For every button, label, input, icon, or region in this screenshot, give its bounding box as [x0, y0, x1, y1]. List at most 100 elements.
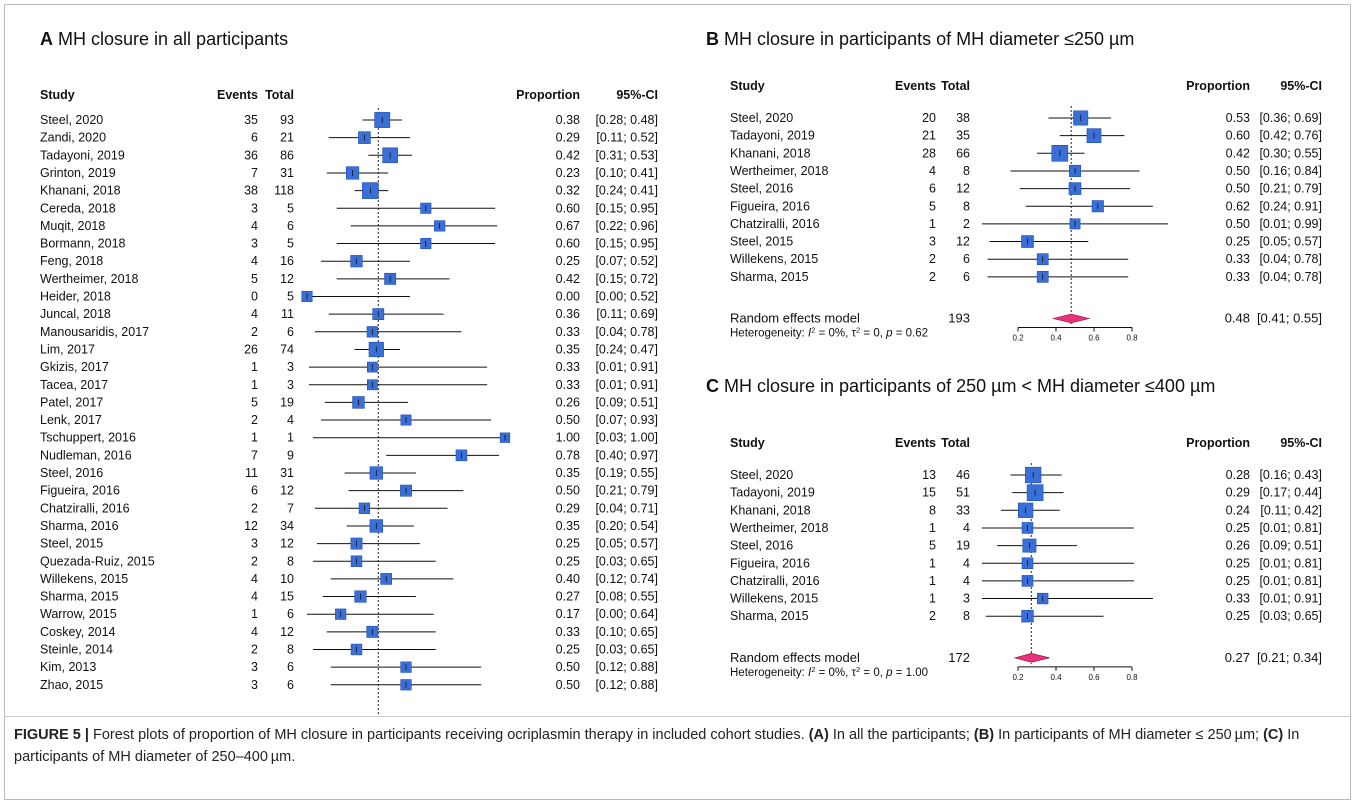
- ci-value: [0.15; 0.95]: [595, 237, 658, 251]
- total-value: 6: [287, 660, 294, 674]
- total-value: 21: [280, 131, 294, 145]
- total-value: 74: [280, 342, 294, 356]
- study-label: Bormann, 2018: [40, 237, 126, 251]
- ci-value: [0.24; 0.41]: [595, 184, 658, 198]
- proportion-value: 0.29: [556, 131, 580, 145]
- proportion-value: 0.26: [556, 395, 580, 409]
- het-tau-value: = 0,: [860, 328, 886, 340]
- study-label: Warrow, 2015: [40, 607, 117, 621]
- total-value: 6: [963, 270, 970, 284]
- ci-value: [0.21; 0.79]: [595, 484, 658, 498]
- ci-value: [0.01; 0.81]: [1259, 521, 1322, 535]
- events-value: 20: [922, 111, 936, 125]
- study-label: Wertheimer, 2018: [40, 272, 138, 286]
- total-value: 16: [280, 254, 294, 268]
- het-prefix: Heterogeneity:: [730, 667, 808, 679]
- proportion-value: 0.17: [556, 607, 580, 621]
- total-value: 6: [287, 219, 294, 233]
- ci-value: [0.20; 0.54]: [595, 519, 658, 533]
- het-i2-exponent: 2: [811, 664, 815, 673]
- ci-value: [0.17; 0.44]: [1259, 486, 1322, 500]
- total-value: 12: [956, 182, 970, 196]
- total-value: 6: [287, 607, 294, 621]
- study-label: Steel, 2016: [40, 466, 103, 480]
- caption-text: Forest plots of proportion of MH closure…: [14, 727, 1299, 765]
- ci-value: [0.00; 0.64]: [595, 607, 658, 621]
- total-value: 31: [280, 166, 294, 180]
- panel-A-title: A MH closure in all participants: [40, 29, 288, 49]
- proportion-value: 0.35: [556, 342, 580, 356]
- header-events: Events: [895, 436, 936, 450]
- study-label: Sharma, 2015: [730, 609, 809, 623]
- study-label: Willekens, 2015: [730, 252, 818, 266]
- events-value: 2: [251, 325, 258, 339]
- ci-value: [0.01; 0.91]: [595, 378, 658, 392]
- ci-value: [0.12; 0.88]: [595, 678, 658, 692]
- proportion-value: 0.23: [556, 166, 580, 180]
- ci-value: [0.11; 0.42]: [1260, 503, 1322, 517]
- study-label: Kim, 2013: [40, 660, 96, 674]
- proportion-value: 0.60: [556, 237, 580, 251]
- total-value: 15: [280, 590, 294, 604]
- panel-title-text: MH closure in participants of MH diamete…: [724, 29, 1134, 49]
- proportion-value: 0.67: [556, 219, 580, 233]
- het-i2-value: = 0%,: [815, 667, 851, 679]
- het-p-value: = 0.62: [893, 328, 929, 340]
- study-label: Chatziralli, 2016: [730, 574, 820, 588]
- header-study: Study: [40, 88, 75, 102]
- events-value: 2: [929, 270, 936, 284]
- proportion-value: 0.33: [556, 325, 580, 339]
- proportion-value: 0.25: [1226, 574, 1250, 588]
- ci-value: [0.12; 0.74]: [595, 572, 658, 586]
- panel-C-title: C MH closure in participants of 250 µm <…: [706, 376, 1215, 396]
- x-tick-label: 0.2: [1012, 334, 1024, 343]
- events-value: 2: [251, 501, 258, 515]
- total-value: 5: [287, 290, 294, 304]
- events-value: 36: [244, 148, 258, 162]
- total-value: 6: [963, 252, 970, 266]
- study-label: Tadayoni, 2019: [730, 129, 815, 143]
- total-value: 2: [963, 217, 970, 231]
- total-value: 8: [963, 609, 970, 623]
- study-label: Quezada-Ruiz, 2015: [40, 554, 155, 568]
- proportion-value: 0.33: [1226, 592, 1250, 606]
- events-value: 2: [251, 554, 258, 568]
- total-value: 5: [287, 201, 294, 215]
- ci-value: [0.03; 0.65]: [595, 554, 658, 568]
- total-value: 6: [287, 325, 294, 339]
- proportion-value: 0.36: [556, 307, 580, 321]
- events-value: 28: [922, 146, 936, 160]
- events-value: 3: [251, 537, 258, 551]
- events-value: 4: [251, 307, 258, 321]
- proportion-value: 0.60: [1226, 129, 1250, 143]
- ci-value: [0.09; 0.51]: [1259, 539, 1322, 553]
- study-label: Coskey, 2014: [40, 625, 116, 639]
- proportion-value: 0.25: [1226, 235, 1250, 249]
- events-value: 4: [251, 219, 258, 233]
- events-value: 11: [245, 466, 258, 480]
- header-ci: 95%-CI: [616, 88, 658, 102]
- events-value: 1: [251, 378, 258, 392]
- events-value: 4: [251, 590, 258, 604]
- study-label: Steel, 2016: [730, 539, 793, 553]
- het-i2-symbol: I: [808, 667, 812, 679]
- summary-proportion: 0.48: [1225, 311, 1250, 326]
- events-value: 1: [929, 574, 936, 588]
- proportion-value: 0.33: [556, 378, 580, 392]
- study-label: Sharma, 2016: [40, 519, 119, 533]
- total-value: 93: [280, 113, 294, 127]
- proportion-value: 0.50: [556, 413, 580, 427]
- events-value: 6: [251, 131, 258, 145]
- het-tau-exponent: 2: [856, 325, 860, 334]
- ci-value: [0.24; 0.91]: [1259, 199, 1322, 213]
- summary-diamond: [1052, 313, 1090, 324]
- total-value: 4: [963, 556, 970, 570]
- study-label: Lim, 2017: [40, 342, 95, 356]
- study-label: Figueira, 2016: [730, 199, 810, 213]
- ci-value: [0.16; 0.43]: [1259, 468, 1322, 482]
- total-value: 3: [287, 378, 294, 392]
- header-proportion: Proportion: [516, 88, 580, 102]
- study-label: Juncal, 2018: [40, 307, 111, 321]
- caption-part: In participants of MH diameter ≤ 250 µm;: [994, 727, 1264, 743]
